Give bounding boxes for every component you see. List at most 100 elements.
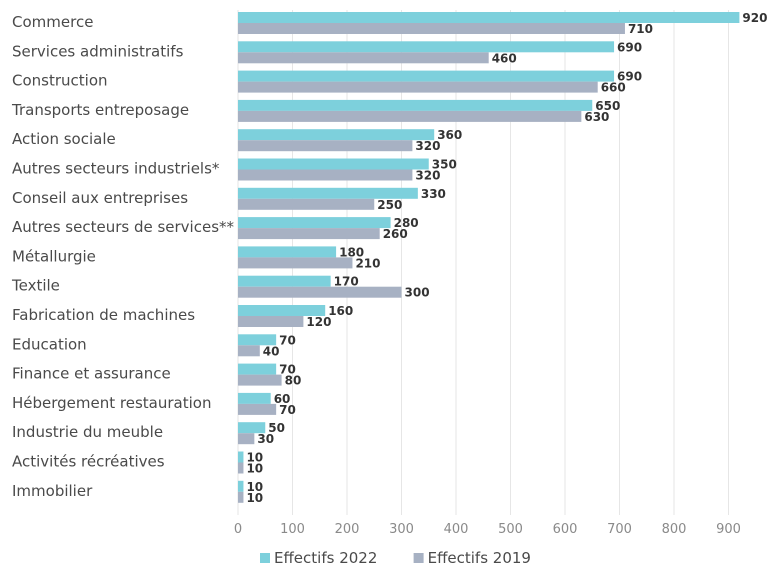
bar-effectifs-2022-autres-secteurs-de-services (238, 217, 391, 229)
category-label-construction: Construction (12, 72, 108, 90)
bar-effectifs-2019-activites-recreatives (238, 462, 244, 474)
category-label-hebergement-restauration: Hébergement restauration (12, 394, 211, 412)
bar-effectifs-2022-textile (238, 275, 331, 287)
value-label-effectifs-2022-textile: 170 (334, 275, 359, 289)
category-label-finance-et-assurance: Finance et assurance (12, 365, 171, 383)
bar-effectifs-2022-services-administratifs (238, 41, 615, 53)
x-tick-label-900: 900 (716, 522, 741, 537)
bar-effectifs-2022-action-sociale (238, 129, 435, 141)
bar-effectifs-2022-autres-secteurs-industriels (238, 158, 429, 170)
value-label-effectifs-2019-construction: 660 (601, 81, 626, 95)
value-label-effectifs-2019-metallurgie: 210 (355, 256, 380, 270)
category-label-activites-recreatives: Activités récréatives (12, 453, 165, 471)
value-label-effectifs-2019-hebergement-restauration: 70 (279, 403, 296, 417)
x-tick-label-400: 400 (444, 522, 469, 537)
x-tick-label-700: 700 (607, 522, 632, 537)
bar-effectifs-2019-metallurgie (238, 257, 353, 269)
value-label-effectifs-2022-commerce: 920 (742, 11, 767, 25)
category-labels: Commerce Services administratifs Construct… (11, 13, 235, 500)
category-label-autres-secteurs-de-services: Autres secteurs de services** (12, 218, 235, 236)
value-label-effectifs-2019-textile: 300 (405, 286, 430, 300)
bar-effectifs-2019-services-administratifs (238, 52, 489, 64)
category-label-transports-entreposage: Transports entreposage (11, 101, 189, 119)
bar-effectifs-2022-construction (238, 70, 615, 82)
bar-effectifs-2019-conseil-aux-entreprises (238, 198, 375, 210)
legend-swatch-effectifs-2022 (260, 553, 270, 563)
value-label-effectifs-2022-finance-et-assurance: 70 (279, 363, 296, 377)
category-label-textile: Textile (11, 277, 60, 295)
value-label-effectifs-2019-autres-secteurs-industriels: 320 (415, 169, 440, 183)
x-axis-ticks: 0 100 200 300 400 500 600 700 800 900 (234, 522, 741, 537)
bar-effectifs-2022-metallurgie (238, 246, 337, 258)
value-labels: 9207106904606906606506303603203503203302… (246, 11, 767, 505)
value-label-effectifs-2019-transports-entreposage: 630 (584, 110, 609, 124)
bar-effectifs-2022-commerce (238, 12, 740, 23)
x-tick-label-300: 300 (389, 522, 414, 537)
category-label-fabrication-de-machines: Fabrication de machines (12, 306, 195, 324)
bar-effectifs-2019-action-sociale (238, 140, 413, 152)
value-label-effectifs-2019-conseil-aux-entreprises: 250 (377, 198, 402, 212)
x-tick-label-600: 600 (553, 522, 578, 537)
value-label-effectifs-2019-autres-secteurs-de-services: 260 (383, 227, 408, 241)
legend-label-effectifs-2019: Effectifs 2019 (428, 549, 531, 567)
value-label-effectifs-2022-industrie-du-meuble: 50 (268, 421, 285, 435)
value-label-effectifs-2022-autres-secteurs-de-services: 280 (394, 216, 419, 230)
legend-label-effectifs-2022: Effectifs 2022 (274, 549, 377, 567)
bar-effectifs-2019-finance-et-assurance (238, 374, 282, 386)
bar-effectifs-2022-fabrication-de-machines (238, 305, 326, 316)
bar-effectifs-2022-education (238, 334, 277, 346)
value-label-effectifs-2022-action-sociale: 360 (437, 128, 462, 142)
value-label-effectifs-2019-fabrication-de-machines: 120 (306, 315, 331, 329)
value-label-effectifs-2019-immobilier: 10 (246, 491, 263, 505)
category-label-education: Education (12, 335, 87, 353)
bar-effectifs-2022-conseil-aux-entreprises (238, 187, 418, 199)
value-label-effectifs-2022-services-administratifs: 690 (617, 40, 642, 54)
category-label-autres-secteurs-industriels: Autres secteurs industriels* (12, 160, 220, 178)
category-label-immobilier: Immobilier (12, 482, 93, 500)
value-label-effectifs-2019-industrie-du-meuble: 30 (257, 432, 274, 446)
x-tick-label-800: 800 (662, 522, 687, 537)
legend-swatch-effectifs-2019 (413, 553, 424, 563)
bar-effectifs-2019-construction (238, 81, 598, 93)
bar-effectifs-2022-activites-recreatives (238, 451, 244, 463)
value-label-effectifs-2022-fabrication-de-machines: 160 (328, 304, 353, 318)
bar-effectifs-2019-industrie-du-meuble (238, 433, 255, 445)
bars (238, 12, 740, 503)
value-label-effectifs-2019-finance-et-assurance: 80 (285, 374, 302, 388)
bar-effectifs-2022-immobilier (238, 480, 244, 492)
value-label-effectifs-2019-activites-recreatives: 10 (246, 462, 263, 476)
value-label-effectifs-2022-hebergement-restauration: 60 (274, 392, 291, 406)
x-tick-label-500: 500 (498, 522, 523, 537)
bar-effectifs-2022-transports-entreposage (238, 99, 593, 111)
value-label-effectifs-2022-transports-entreposage: 650 (595, 99, 620, 113)
x-tick-label-100: 100 (280, 522, 305, 537)
bar-effectifs-2019-immobilier (238, 491, 244, 503)
value-label-effectifs-2022-metallurgie: 180 (339, 245, 364, 259)
x-tick-label-0: 0 (234, 522, 242, 537)
value-label-effectifs-2022-autres-secteurs-industriels: 350 (432, 158, 457, 172)
bar-effectifs-2019-transports-entreposage (238, 110, 582, 122)
bar-effectifs-2019-hebergement-restauration (238, 403, 277, 415)
value-label-effectifs-2019-commerce: 710 (628, 22, 653, 36)
bar-effectifs-2019-education (238, 345, 260, 357)
bar-effectifs-2019-textile (238, 286, 402, 298)
bar-effectifs-2019-autres-secteurs-de-services (238, 228, 380, 240)
value-label-effectifs-2022-construction: 690 (617, 70, 642, 84)
category-label-conseil-aux-entreprises: Conseil aux entreprises (12, 189, 188, 207)
value-label-effectifs-2022-activites-recreatives: 10 (246, 451, 263, 465)
category-label-services-administratifs: Services administratifs (12, 42, 184, 60)
legend: Effectifs 2022 Effectifs 2019 (260, 549, 531, 567)
bar-effectifs-2022-finance-et-assurance (238, 363, 277, 375)
bar-effectifs-2019-autres-secteurs-industriels (238, 169, 413, 181)
bar-effectifs-2019-commerce (238, 23, 625, 34)
category-label-action-sociale: Action sociale (12, 130, 116, 148)
x-tick-label-200: 200 (335, 522, 360, 537)
bar-effectifs-2019-fabrication-de-machines (238, 316, 304, 327)
value-label-effectifs-2022-conseil-aux-entreprises: 330 (421, 187, 446, 201)
bar-effectifs-2022-hebergement-restauration (238, 392, 271, 404)
bar-effectifs-2022-industrie-du-meuble (238, 422, 266, 434)
gridlines (237, 10, 729, 515)
value-label-effectifs-2022-education: 70 (279, 333, 296, 347)
